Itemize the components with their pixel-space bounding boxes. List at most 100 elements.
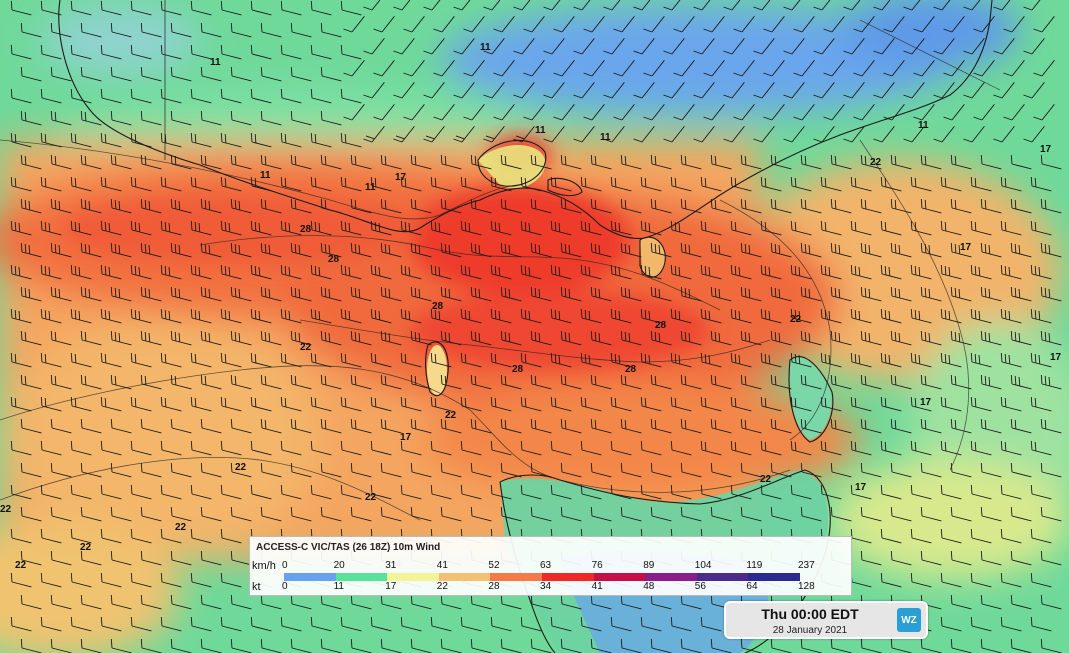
- wind-barb: [560, 638, 582, 653]
- wind-barb: [620, 286, 642, 302]
- wind-barb: [560, 594, 582, 610]
- wind-barb: [873, 82, 895, 99]
- wind-barb: [403, 16, 425, 33]
- wind-barb: [460, 220, 482, 236]
- wind-barb: [560, 462, 582, 478]
- wind-barb: [860, 506, 882, 522]
- wind-barb: [800, 374, 822, 390]
- wind-barb: [993, 38, 1015, 55]
- wind-barb: [1000, 484, 1022, 500]
- wind-barb: [980, 550, 1002, 566]
- wind-barb: [970, 616, 992, 632]
- wind-barb: [1000, 264, 1022, 280]
- wind-barb: [620, 418, 642, 434]
- wind-barb: [520, 352, 542, 368]
- wind-barb: [520, 176, 542, 192]
- wind-barb: [650, 330, 672, 346]
- wind-barb: [320, 66, 342, 82]
- wind-barb: [260, 22, 282, 38]
- wind-barb: [970, 528, 992, 544]
- wind-barb: [760, 264, 782, 280]
- contour-label: 17: [855, 482, 867, 493]
- wind-barb: [850, 176, 872, 192]
- wind-barb: [843, 38, 865, 55]
- wind-barb: [783, 126, 805, 143]
- wind-barb: [220, 132, 242, 148]
- wind-barb: [470, 506, 492, 522]
- wind-barb: [880, 572, 902, 588]
- wind-barb: [10, 44, 32, 60]
- wind-barb: [40, 528, 62, 544]
- wind-barb: [160, 264, 182, 280]
- wind-barb: [820, 308, 842, 324]
- wind-barb: [523, 16, 545, 33]
- wind-barb: [823, 104, 845, 121]
- wind-barb: [40, 396, 62, 412]
- contour-label: 22: [0, 504, 12, 515]
- wind-barb: [790, 396, 812, 412]
- wind-barb: [80, 550, 102, 566]
- wind-barb: [440, 242, 462, 258]
- wind-barb: [250, 132, 272, 148]
- wind-barb: [50, 286, 72, 302]
- wind-barb: [320, 462, 342, 478]
- wind-barb: [200, 286, 222, 302]
- wind-barb: [820, 352, 842, 368]
- wind-barb: [433, 104, 455, 121]
- legend-swatch: [593, 573, 646, 581]
- weatherzone-logo[interactable]: WZ: [897, 608, 921, 632]
- wind-barb: [430, 220, 452, 236]
- wind-barb: [393, 82, 415, 99]
- wind-barb: [550, 616, 572, 632]
- wind-barb: [640, 440, 662, 456]
- wind-barb: [170, 22, 192, 38]
- legend-kt-tick: 22: [436, 581, 448, 592]
- wind-barb: [70, 352, 92, 368]
- wind-barb: [590, 286, 612, 302]
- wind-barb: [1023, 126, 1045, 143]
- wind-barb: [700, 220, 722, 236]
- wind-barb: [970, 176, 992, 192]
- wind-barb: [320, 154, 342, 170]
- wind-barb: [190, 396, 212, 412]
- wind-barb: [1040, 330, 1062, 346]
- wind-barb: [463, 16, 485, 33]
- wind-barb: [80, 330, 102, 346]
- wind-barb: [640, 176, 662, 192]
- legend-swatch: [335, 573, 388, 581]
- wind-barb: [1000, 352, 1022, 368]
- wind-barb: [980, 330, 1002, 346]
- wind-barb: [650, 462, 672, 478]
- legend-kmh-tick: 89: [643, 560, 655, 571]
- wind-barb: [40, 220, 62, 236]
- wind-barb: [573, 0, 591, 11]
- wind-barb: [1040, 506, 1062, 522]
- wind-barb: [100, 484, 122, 500]
- wind-barb: [1030, 352, 1052, 368]
- wind-barb: [700, 264, 722, 280]
- wind-barb: [970, 440, 992, 456]
- wind-barb: [513, 126, 535, 143]
- contour-label: 11: [918, 120, 929, 131]
- wind-barb: [613, 16, 635, 33]
- wind-barb: [710, 242, 732, 258]
- wind-barb: [723, 38, 745, 55]
- wind-barb: [913, 60, 935, 77]
- wind-barb: [970, 484, 992, 500]
- wind-barb: [860, 198, 882, 214]
- wind-barb: [580, 396, 602, 412]
- legend-kt-tick: 56: [694, 581, 706, 592]
- wind-barb: [50, 418, 72, 434]
- legend-swatch: [541, 573, 594, 581]
- wind-barb: [993, 126, 1015, 143]
- wind-barb: [190, 528, 212, 544]
- contour-label: 28: [512, 364, 524, 375]
- wind-barb: [260, 66, 282, 82]
- wind-barb: [170, 242, 192, 258]
- wind-barb: [910, 484, 932, 500]
- wind-barb: [703, 60, 725, 77]
- wind-barb: [813, 82, 835, 99]
- wind-barb: [663, 38, 685, 55]
- wind-barb: [850, 264, 872, 280]
- wind-barb: [250, 88, 272, 104]
